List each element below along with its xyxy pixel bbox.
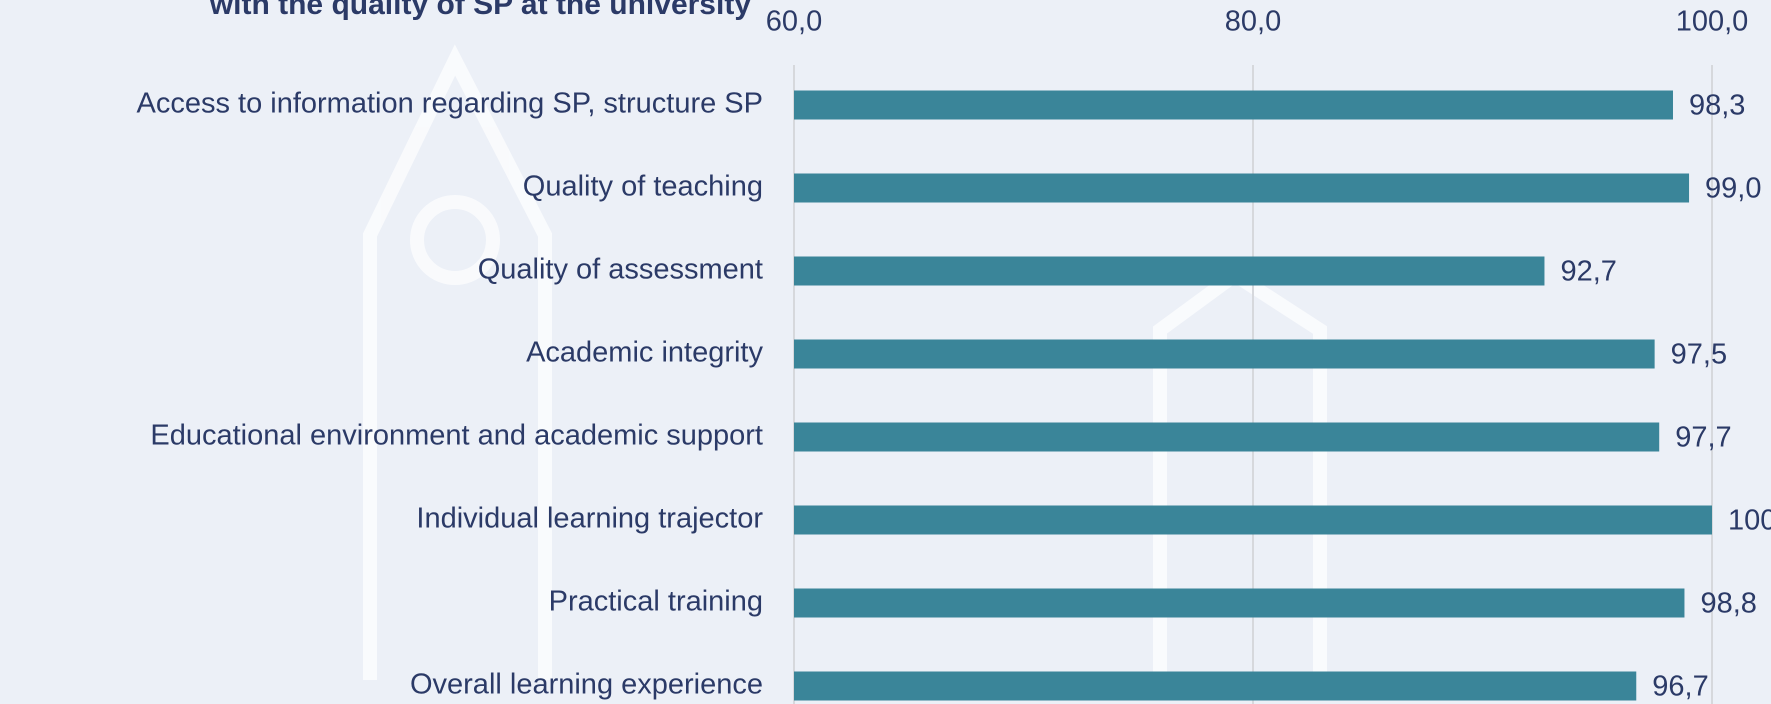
chart-title: with the quality of SP at the university [209,0,752,21]
category-label: Individual learning trajector [416,503,763,535]
category-label: Practical training [549,586,763,618]
bar [794,257,1544,286]
value-label: 99,0 [1705,173,1761,205]
value-label: 97,7 [1675,422,1731,454]
value-label: 96,7 [1652,671,1708,703]
category-label: Access to information regarding SP, stru… [137,88,764,120]
bar [794,340,1655,369]
value-label: 98,3 [1689,90,1745,122]
category-label: Quality of assessment [478,254,763,286]
page: {"chart_data": {"type": "bar", "orientat… [0,0,1771,704]
category-label: Academic integrity [526,337,763,369]
bar [794,506,1712,535]
x-tick-label: 80,0 [1225,6,1281,38]
x-tick-label: 60,0 [766,6,822,38]
chart: with the quality of SP at the university… [0,0,1771,704]
category-label: Overall learning experience [410,669,763,701]
bar [794,91,1673,120]
watermark [370,60,1320,680]
bar [794,423,1659,452]
value-label: 92,7 [1560,256,1616,288]
value-label: 100,0 [1728,505,1771,537]
x-tick-label: 100,0 [1676,6,1749,38]
bar [794,589,1684,618]
category-label: Educational environment and academic sup… [150,420,763,452]
value-label: 98,8 [1700,588,1756,620]
bar [794,174,1689,203]
bar [794,672,1636,701]
value-label: 97,5 [1671,339,1727,371]
category-label: Quality of teaching [523,171,763,203]
